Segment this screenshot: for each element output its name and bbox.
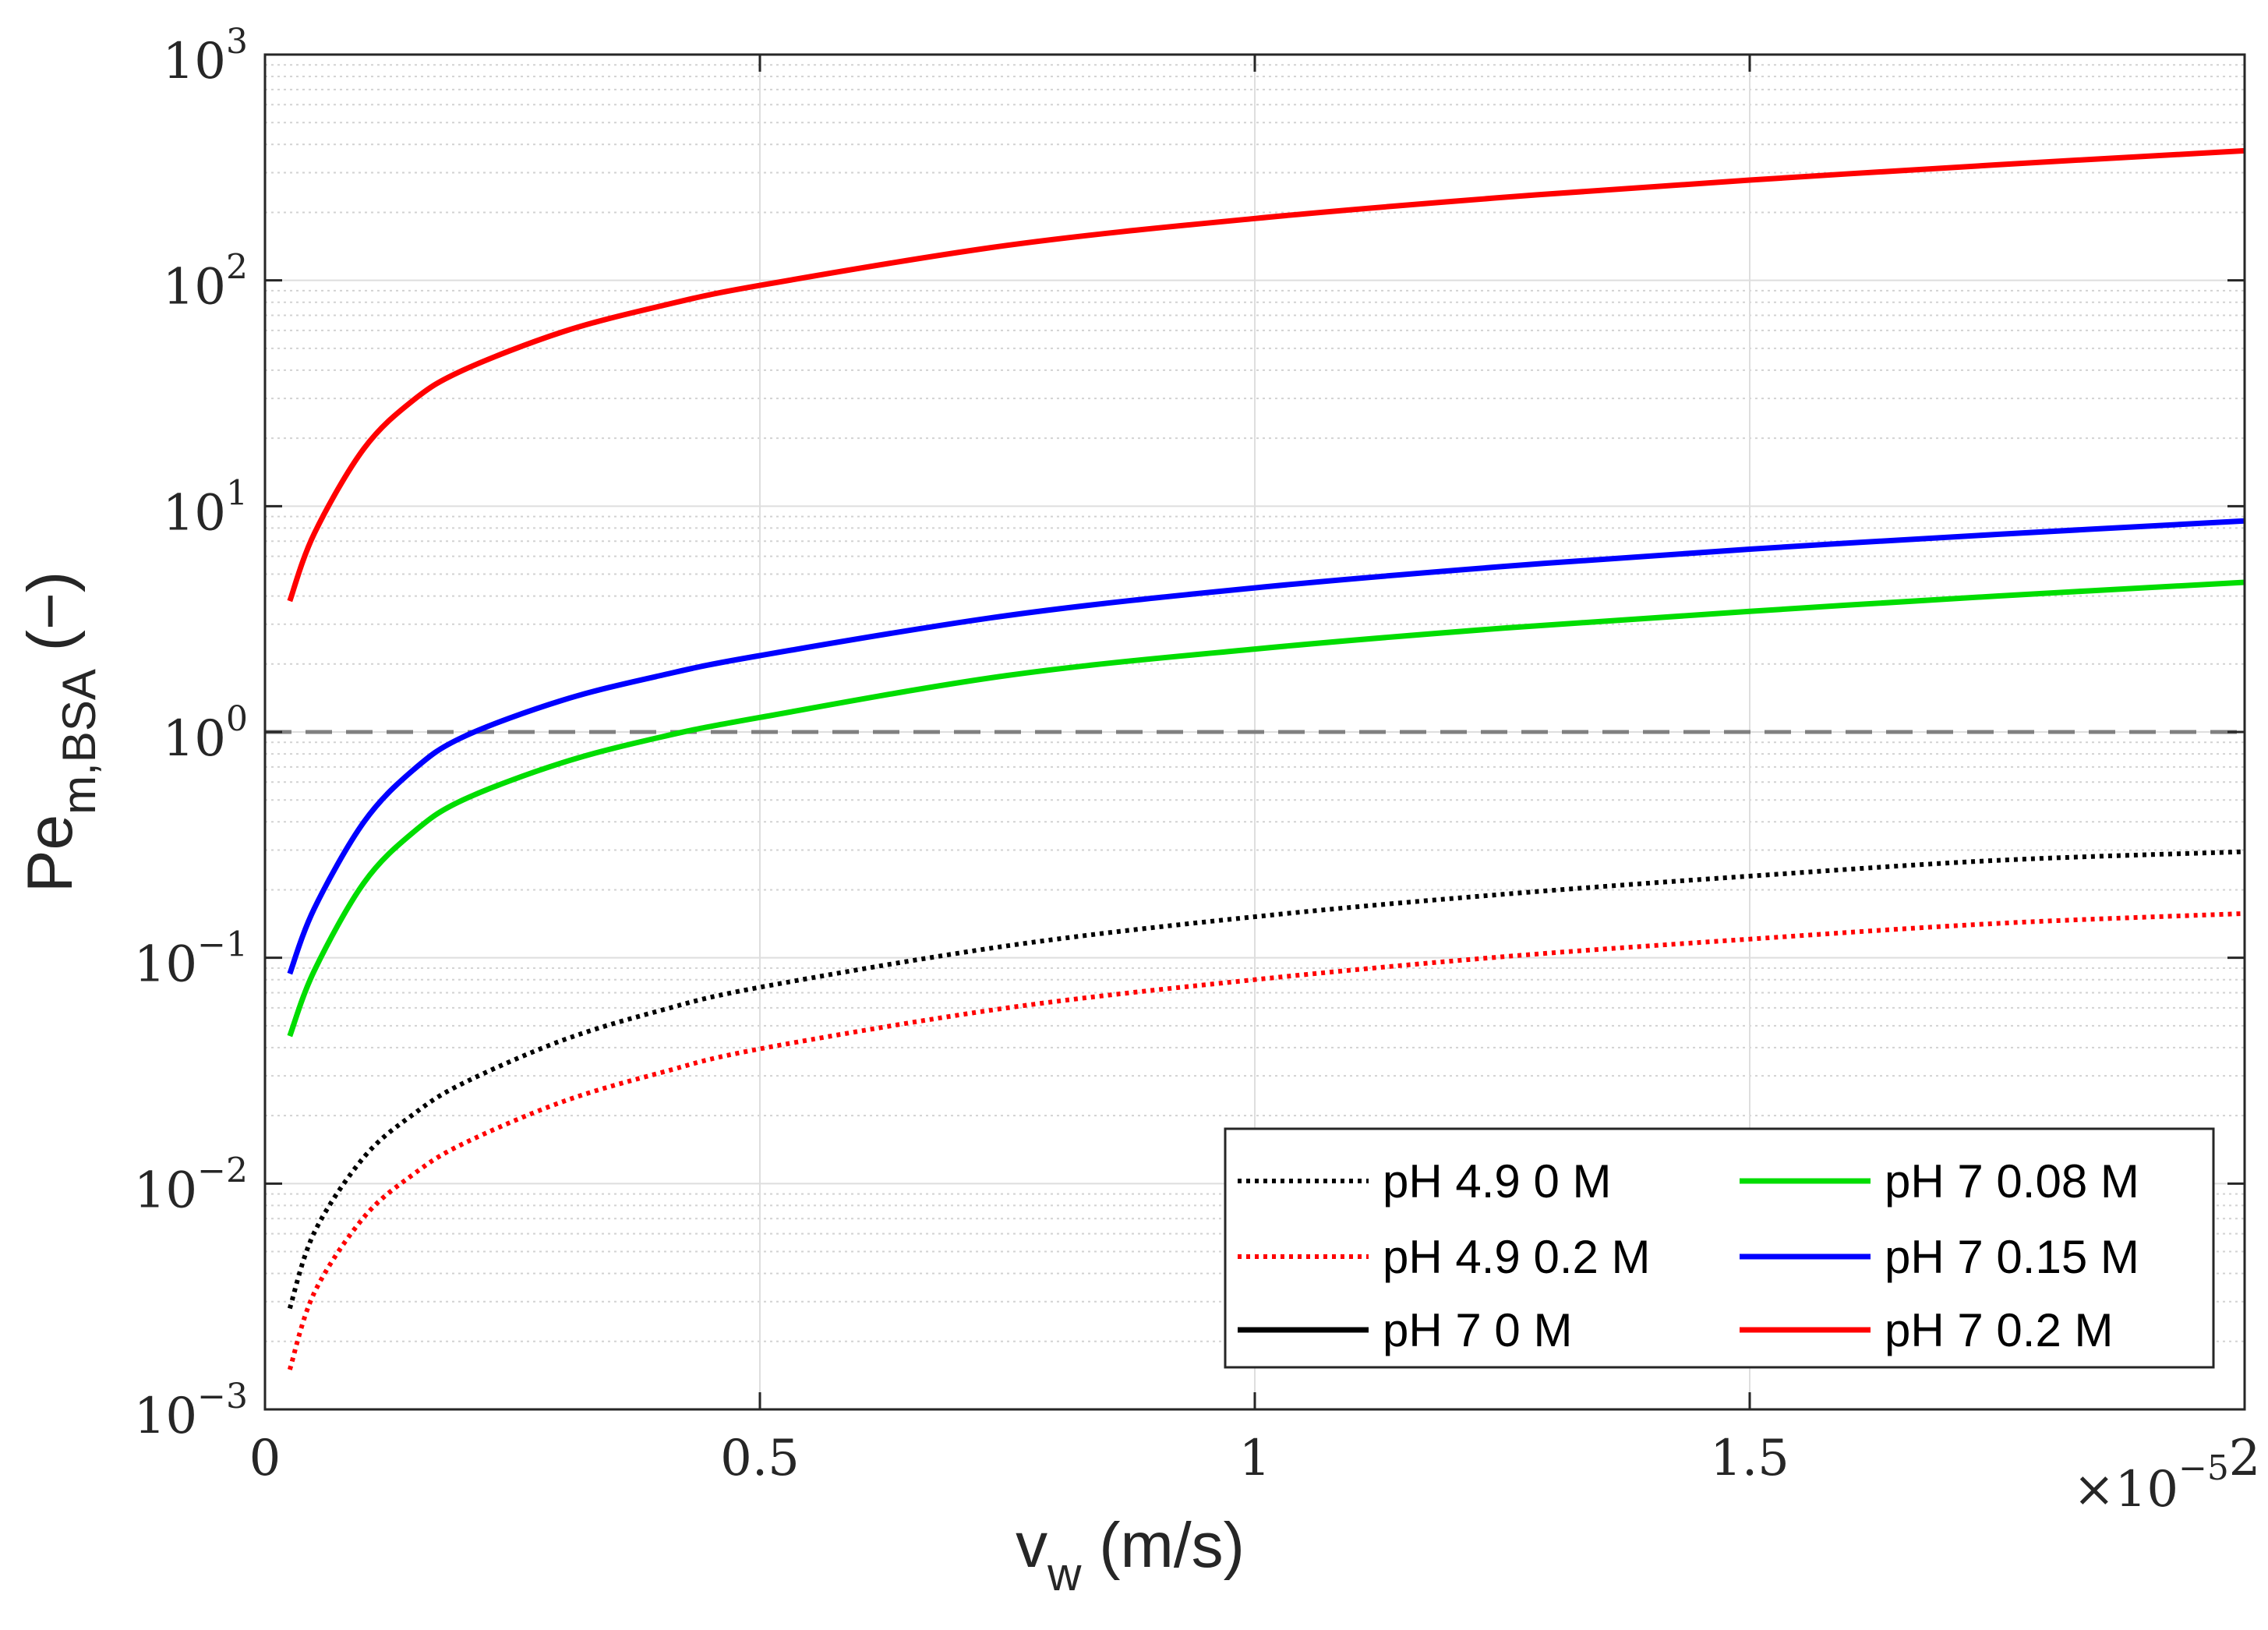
- legend: pH 4.9 0 M pH 4.9 0.2 M pH 7 0 M pH 7 0.08 …: [1224, 1127, 2215, 1369]
- series-line: [287, 849, 2245, 1310]
- y-tick-label-base: 10: [163, 259, 226, 316]
- x-tick-label: 0: [249, 1430, 281, 1487]
- legend-label: pH 4.9 0 M: [1383, 1155, 1611, 1207]
- x-axis-label-rest: (m/s): [1081, 1510, 1244, 1581]
- y-tick-label-exponent: −1: [197, 925, 248, 965]
- y-tick-label: 10−1: [134, 925, 248, 994]
- y-axis-label-rest: (−): [15, 571, 86, 669]
- y-tick-label-base: 10: [134, 1388, 197, 1445]
- y-axis-label: Pem,BSA (−): [15, 571, 105, 893]
- x-tick-label: 0.5: [720, 1430, 800, 1487]
- x-axis-label-main: v: [1016, 1510, 1047, 1581]
- y-tick-label-base: 10: [163, 33, 226, 90]
- y-tick-label-exponent: 1: [226, 473, 248, 513]
- x-tick-label: 2: [2229, 1430, 2261, 1487]
- legend-label: pH 7 0.15 M: [1885, 1231, 2139, 1283]
- y-tick-label: 10−3: [134, 1377, 248, 1445]
- y-tick-label-base: 10: [163, 710, 226, 768]
- series-layer: [287, 147, 2245, 1370]
- y-tick-label: 10−2: [134, 1151, 248, 1219]
- y-tick-label: 103: [163, 22, 248, 90]
- legend-label: pH 7 0 M: [1383, 1304, 1572, 1356]
- legend-label: pH 7 0.2 M: [1885, 1304, 2113, 1356]
- y-tick-label-base: 10: [163, 484, 226, 542]
- x-ticks: 0 0.5 1 1.5 2: [249, 55, 2261, 1487]
- x-multiplier-label: ×10−5: [2073, 1448, 2229, 1519]
- y-tick-label-exponent: 2: [226, 248, 248, 288]
- y-axis-label-main: Pe: [15, 815, 86, 893]
- y-tick-label-exponent: −3: [197, 1377, 248, 1416]
- y-tick-label: 100: [163, 699, 248, 768]
- y-tick-label-exponent: 0: [226, 699, 248, 739]
- y-axis-label-sub: m,BSA: [53, 669, 105, 815]
- legend-label: pH 4.9 0.2 M: [1383, 1231, 1651, 1283]
- x-axis-label-sub: w: [1047, 1548, 1082, 1600]
- y-tick-label-base: 10: [134, 1162, 197, 1219]
- x-tick-label: 1.5: [1710, 1430, 1789, 1487]
- legend-label: pH 7 0.08 M: [1885, 1155, 2139, 1207]
- y-tick-label: 101: [163, 473, 248, 542]
- y-tick-label-base: 10: [134, 936, 197, 994]
- x-axis-label: vw (m/s): [1016, 1510, 1245, 1600]
- series-line: [287, 147, 2245, 603]
- y-tick-label-exponent: −2: [197, 1151, 248, 1190]
- y-tick-label: 102: [163, 248, 248, 316]
- series-line: [287, 579, 2245, 1038]
- x-tick-label: 1: [1239, 1430, 1271, 1487]
- series-line: [287, 518, 2245, 975]
- legend-entries: pH 4.9 0 M pH 4.9 0.2 M pH 7 0 M pH 7 0.08 …: [1238, 1155, 2139, 1356]
- series-line: [287, 910, 2245, 1370]
- x-multiplier-exponent: −5: [2178, 1448, 2229, 1488]
- y-tick-label-exponent: 3: [226, 22, 248, 62]
- x-multiplier-base: ×10: [2073, 1461, 2178, 1519]
- legend-box: [1224, 1127, 2215, 1369]
